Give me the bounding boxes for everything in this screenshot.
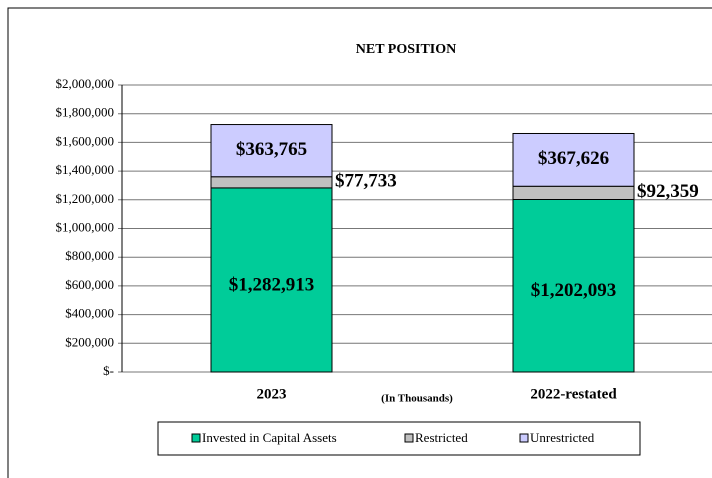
y-tick-label: $1,600,000 — [56, 133, 115, 148]
y-tick-label: $- — [103, 363, 114, 378]
x-tick-label: 2023 — [257, 386, 287, 402]
y-tick-label: $1,800,000 — [56, 105, 115, 120]
y-tick-label: $1,000,000 — [56, 219, 115, 234]
legend-box — [157, 421, 641, 456]
data-label: $92,359 — [637, 181, 699, 202]
y-tick-label: $1,200,000 — [56, 191, 115, 206]
chart-title: NET POSITION — [356, 42, 457, 57]
y-tick-label: $200,000 — [65, 334, 114, 349]
legend-label: Restricted — [415, 430, 468, 445]
y-tick-label: $2,000,000 — [56, 76, 115, 91]
bar-segment — [210, 187, 333, 373]
bar-segment — [210, 124, 333, 178]
legend-swatch — [191, 433, 201, 443]
x-tick-label: 2022-restated — [530, 386, 617, 402]
legend-label: Unrestricted — [530, 430, 595, 445]
bar-segment — [512, 185, 635, 200]
bar-segment — [512, 198, 635, 373]
legend-swatch — [404, 433, 414, 443]
y-tick-label: $800,000 — [65, 248, 114, 263]
y-tick-label: $400,000 — [65, 306, 114, 321]
chart-border — [7, 7, 712, 478]
legend-swatch — [519, 433, 529, 443]
legend-label: Invested in Capital Assets — [202, 430, 337, 445]
y-tick-label: $1,400,000 — [56, 162, 115, 177]
y-tick-label: $600,000 — [65, 277, 114, 292]
x-axis-label: (In Thousands) — [381, 393, 453, 405]
data-label: $77,733 — [335, 171, 397, 192]
data-label: $363,765 — [236, 139, 307, 160]
bar-segment — [512, 132, 635, 187]
bar-segment — [210, 176, 333, 189]
data-label: $367,626 — [538, 148, 609, 169]
data-label: $1,282,913 — [229, 274, 315, 295]
data-label: $1,202,093 — [531, 280, 617, 301]
